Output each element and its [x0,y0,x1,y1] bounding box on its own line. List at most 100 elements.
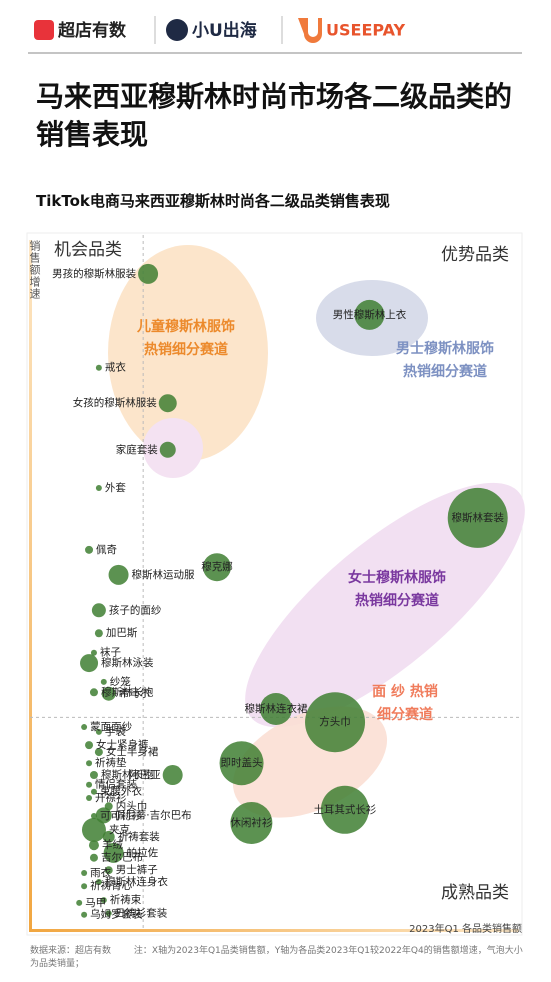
annotation: 热销细分赛道 [403,363,487,380]
bubble [158,394,177,413]
bubble [80,654,99,673]
bubble-label: 祈祷垫 [95,756,127,769]
bubble-label: 即时盖头 [221,756,263,769]
bubble [102,830,115,843]
annotation: 面 纱 热销 [372,683,438,700]
bubble [95,879,102,886]
bubble [100,897,107,904]
title: 马来西亚穆斯林时尚市场各二级品类的销售表现 [36,80,513,151]
bubble-label: 手袋 [105,725,126,738]
footer: 数据来源：超店有数 注：X轴为2023年Q1品类销售额，Y轴为各品类2023年Q… [30,945,530,971]
bubble-label: 穆斯林长袍 [101,685,154,698]
bubble [105,910,112,917]
logo-icon [166,19,188,41]
bubble [159,441,176,458]
bubble [86,781,93,788]
bubble-label: 土耳其式长衫 [313,803,376,816]
bubble-label: 女士半身裙 [106,745,159,758]
bubble-label: 佩奇 [96,543,117,556]
bubble-label: 内头巾 [116,799,148,812]
bubble-label: 家庭套装 [116,443,158,456]
bubble-label: 希马尔 [119,687,151,700]
bubble [85,545,94,554]
bubble-label: 穆斯林套装 [451,511,504,524]
chart-frame [26,232,523,936]
bubble [76,899,83,906]
bubble [104,866,113,875]
bubble-label: 穆斯林连身衣 [105,875,168,888]
bubble-label: 吉尔巴布 [101,851,143,864]
bubble-label: 可可衬衫 [100,809,142,822]
bubble-label: 祈祷套装 [118,830,160,843]
bubble [88,840,99,851]
source: 数据来源：超店有数 [30,946,112,956]
bubble [219,741,264,786]
y-axis-label: 销售额增速 [28,240,41,300]
bubble [305,692,366,753]
region [245,482,525,728]
bubble-label: 加巴斯 [106,626,138,639]
bubble [447,487,508,548]
bubble-label: 休闲衬衫 [230,816,272,829]
bubble [95,484,102,491]
bubble-label: 马甲 [85,897,106,909]
bubble-label: 纱笼 [110,675,131,688]
bubble [101,686,116,701]
bubble-label: 男孩的穆斯林服装 [52,267,136,280]
bubble-label: 蒙面面纱 [90,720,132,733]
bubble [81,883,88,890]
annotation: 男士穆斯林服饰 [396,340,494,357]
bubble-label: 穆克娜 [201,560,233,573]
x-axis [29,929,519,932]
y-axis [29,240,32,932]
logo-text: 小U出海 [192,20,257,41]
bubble [86,794,93,801]
bubble-label: 日祷衫套装 [115,906,168,919]
x-axis-label: 2023年Q1 各品类销售额 [409,922,522,935]
bubble [86,760,93,767]
bubble [138,263,159,284]
bubble [103,842,124,863]
bubble [91,603,106,618]
bubble [89,771,98,780]
bubble-label: 开襟衫 [95,791,127,804]
bubble [81,870,88,877]
bubble-label: 祈祷背心 [90,879,132,892]
bubble-label: 孩子的面纱 [109,603,162,616]
bubble [85,741,94,750]
bubble-label: 情侣套装 [95,778,137,791]
bubble [81,724,88,731]
logo-text: USEEPAY [326,21,405,40]
bubble [108,564,129,585]
bubble [94,748,103,757]
bubble-label: 乌姆罗套装 [90,908,143,921]
bubble [202,553,231,582]
bubble [89,688,98,697]
bubble [81,911,88,918]
bubble-label: 男士裤子 [116,863,158,876]
annotation: 热销细分赛道 [355,592,439,609]
bubble [89,853,98,862]
logo-text: 超店有数 [58,20,127,41]
bubble-label: 祈祷束 [110,893,142,906]
region [108,245,268,461]
bubble-label: 帕拉佐 [127,846,159,859]
quadrant-label: 成熟品类 [441,882,509,903]
quadrant-label: 优势品类 [441,245,509,265]
bubble [90,788,97,795]
annotation: 儿童穆斯林服饰 [136,318,235,335]
bubble-label: 佩尼蒂·吉尔巴布 [115,808,192,821]
bubble-label: 戒衣 [105,361,126,374]
bubble-label: 女孩的穆斯林服装 [73,396,157,409]
bubble [162,765,183,786]
bubble-label: 穆斯林连衣裙 [245,702,308,715]
bubble [90,813,97,820]
bubble-label: 羊绒 [102,838,123,851]
note: 注：X轴为2023年Q1品类销售额，Y轴为各品类2023年Q1较2022年Q4的… [30,946,523,969]
bubble [230,801,273,844]
annotation: 细分赛道 [377,706,433,723]
bubble-label: 阿巴亚 [129,769,161,781]
bubble-label: 穆斯林长袍 [101,768,154,781]
